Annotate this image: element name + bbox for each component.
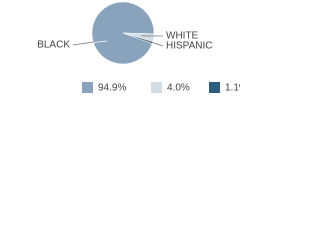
leader-line	[72, 41, 95, 46]
legend-swatch	[209, 82, 220, 93]
legend-label: 94.9%	[98, 83, 126, 94]
chart: BLACK 94.9% WHITE 4.0% HISPANIC 1.1%	[37, 1, 240, 94]
legend-label: 4.0%	[167, 83, 190, 94]
slice-label: BLACK	[37, 40, 70, 51]
legend-swatch	[151, 82, 162, 93]
slice-label: WHITE	[166, 31, 199, 42]
legend-label: 1.1%	[225, 83, 240, 94]
slice-label: HISPANIC	[166, 41, 213, 52]
legend-swatch	[82, 82, 93, 93]
leader-line	[140, 38, 164, 47]
